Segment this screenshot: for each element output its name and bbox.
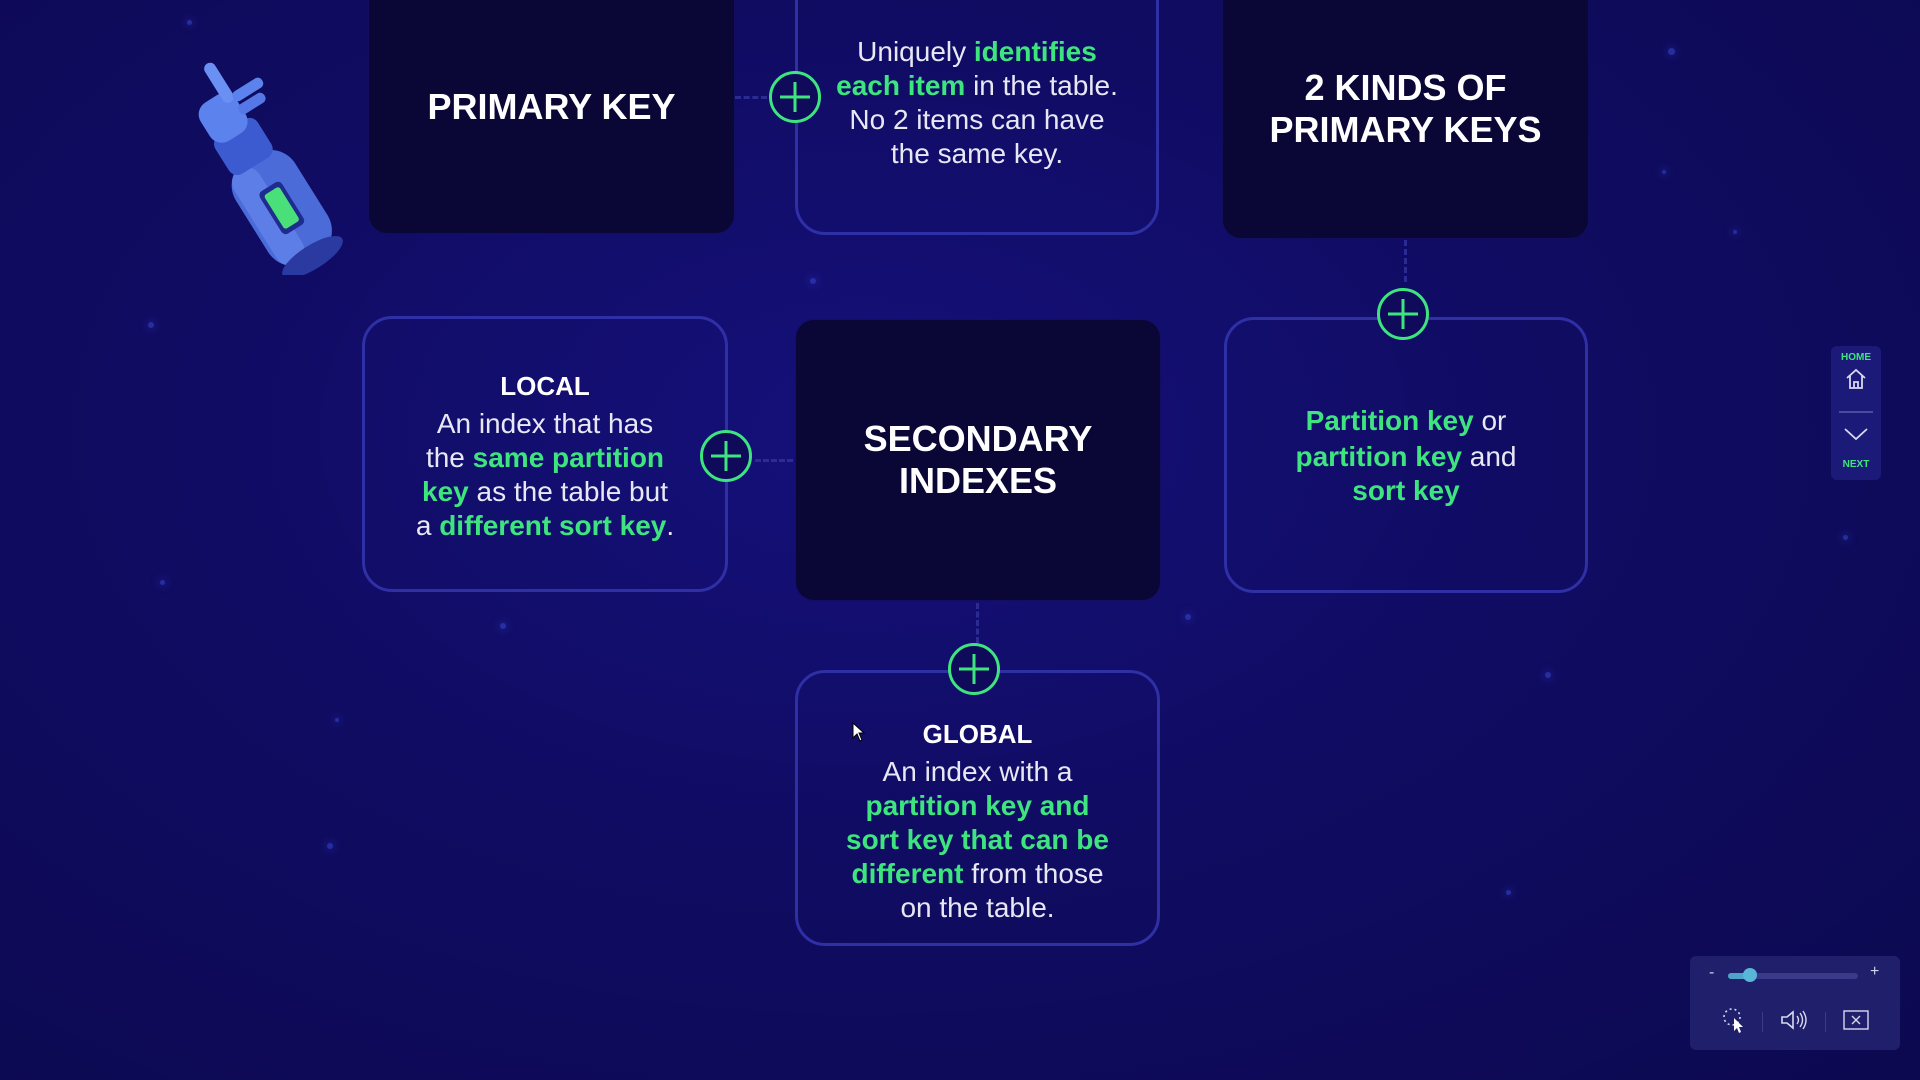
- robot-hand-illustration: [198, 62, 343, 275]
- expand-secondary-plus-icon[interactable]: [948, 643, 1000, 695]
- volume-slider[interactable]: [1728, 968, 1858, 982]
- secondary-title-line-1: SECONDARY: [863, 418, 1093, 459]
- star-decoration: [1668, 48, 1675, 55]
- volume-slider-fill: [1728, 973, 1751, 979]
- exit-fullscreen-icon[interactable]: [1843, 1010, 1869, 1030]
- partition-text: and: [1461, 441, 1517, 472]
- kinds-primary-keys-card: 2 KINDS OF PRIMARY KEYS: [1223, 0, 1588, 238]
- local-highlight: same partition: [472, 442, 665, 473]
- speaker-icon[interactable]: [1779, 1008, 1811, 1032]
- global-highlight: different: [851, 858, 964, 889]
- local-text: the: [425, 442, 473, 473]
- expand-local-plus-icon[interactable]: [700, 430, 752, 482]
- uniquely-highlight: each item: [836, 70, 966, 101]
- side-navigation: HOME NEXT: [1831, 346, 1881, 480]
- primary-key-title: PRIMARY KEY: [427, 85, 676, 127]
- local-text: a: [415, 510, 440, 541]
- connector-line: [755, 459, 793, 462]
- player-divider: [1825, 1012, 1826, 1032]
- uniquely-line-3: No 2 items can have: [849, 104, 1105, 135]
- star-decoration: [148, 322, 154, 328]
- partition-key-card: Partition key or partition key and sort …: [1224, 317, 1588, 593]
- star-decoration: [810, 278, 816, 284]
- secondary-title-line-2: INDEXES: [898, 460, 1058, 501]
- zoom-out-button[interactable]: -: [1709, 964, 1715, 981]
- star-decoration: [1185, 614, 1191, 620]
- expand-primary-key-plus-icon[interactable]: [769, 71, 821, 123]
- local-line-1: An index that has: [436, 408, 654, 439]
- local-text: .: [666, 510, 675, 541]
- partition-line-2: partition key and: [1227, 440, 1585, 474]
- star-decoration: [327, 843, 333, 849]
- star-decoration: [1662, 170, 1666, 174]
- cursor-highlight-icon[interactable]: [1721, 1006, 1749, 1034]
- chevron-down-icon[interactable]: [1843, 426, 1869, 442]
- uniquely-line-1: Uniquely identifies: [798, 35, 1156, 69]
- uniquely-highlight: identifies: [973, 36, 1097, 67]
- partition-highlight: sort key: [1352, 475, 1460, 506]
- connector-line: [1404, 240, 1407, 282]
- kinds-title-line-1: 2 KINDS OF: [1304, 67, 1507, 108]
- connector-line: [976, 603, 979, 643]
- uniquely-line-4: the same key.: [890, 138, 1064, 169]
- local-text: as the table but: [468, 476, 668, 507]
- partition-highlight: Partition key: [1305, 405, 1474, 436]
- uniquely-text: in the table.: [965, 70, 1118, 101]
- expand-kinds-plus-icon[interactable]: [1377, 288, 1429, 340]
- star-decoration: [1506, 890, 1511, 895]
- uniquely-text: Uniquely: [857, 36, 974, 67]
- kinds-title-line-2: PRIMARY KEYS: [1269, 109, 1542, 150]
- star-decoration: [160, 580, 165, 585]
- local-title: LOCAL: [500, 371, 590, 401]
- star-decoration: [1843, 535, 1848, 540]
- star-decoration: [500, 623, 506, 629]
- star-decoration: [1733, 230, 1737, 234]
- connector-line: [735, 96, 767, 99]
- local-line-2: the same partition: [365, 441, 725, 475]
- uniquely-card: Uniquely identifies each item in the tab…: [795, 0, 1159, 235]
- global-line-5: on the table.: [900, 892, 1055, 923]
- mouse-cursor-icon: [852, 722, 866, 742]
- local-highlight: key: [422, 476, 469, 507]
- zoom-in-button[interactable]: +: [1870, 963, 1880, 980]
- home-label: HOME: [1841, 352, 1871, 363]
- player-divider: [1762, 1012, 1763, 1032]
- star-decoration: [187, 20, 192, 25]
- uniquely-line-2: each item in the table.: [798, 69, 1156, 103]
- partition-highlight: partition key: [1295, 441, 1462, 472]
- star-decoration: [1545, 672, 1551, 678]
- local-line-4: a different sort key.: [365, 509, 725, 543]
- partition-line-1: Partition key or: [1227, 404, 1585, 438]
- global-title: GLOBAL: [922, 719, 1033, 749]
- home-icon[interactable]: [1844, 367, 1868, 391]
- global-line-4: different from those: [798, 857, 1157, 891]
- star-decoration: [335, 718, 339, 722]
- global-text: from those: [963, 858, 1104, 889]
- partition-line-3: sort key: [1227, 474, 1585, 508]
- global-index-card: GLOBAL An index with a partition key and…: [795, 670, 1160, 946]
- local-highlight: different sort key: [439, 510, 667, 541]
- nav-divider: [1839, 411, 1873, 413]
- secondary-indexes-card: SECONDARY INDEXES: [796, 320, 1160, 600]
- global-line-1: An index with a: [882, 756, 1073, 787]
- local-index-card: LOCAL An index that has the same partiti…: [362, 316, 728, 592]
- next-label[interactable]: NEXT: [1842, 459, 1870, 470]
- global-line-2: partition key and: [865, 790, 1090, 821]
- volume-slider-handle[interactable]: [1743, 968, 1758, 982]
- global-line-3: sort key that can be: [846, 824, 1109, 855]
- local-line-3: key as the table but: [365, 475, 725, 509]
- primary-key-card: PRIMARY KEY: [369, 0, 734, 233]
- player-controls: - +: [1690, 956, 1900, 1050]
- partition-text: or: [1473, 405, 1507, 436]
